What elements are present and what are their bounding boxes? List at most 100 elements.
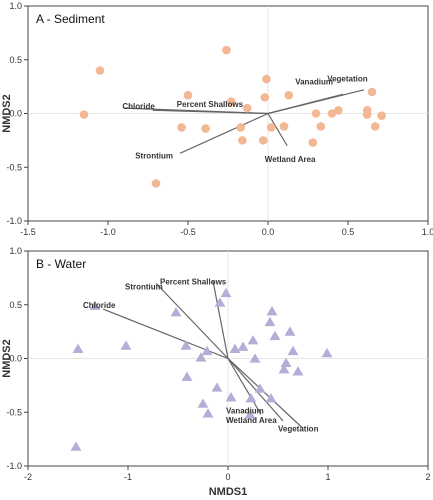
vector-wetland-area xyxy=(227,358,284,422)
vector-label-percent-shallows: Percent Shallows xyxy=(177,100,244,109)
vector-label-chloride: Chloride xyxy=(83,301,116,310)
data-point xyxy=(238,136,247,145)
y-tick-label: 1.0 xyxy=(9,246,22,256)
y-tick-label: 0.5 xyxy=(9,300,22,310)
data-point xyxy=(321,347,333,358)
data-point xyxy=(254,383,266,393)
vector-label-chloride: Chloride xyxy=(122,102,155,111)
panel-water-y-axis-label: NMDS2 xyxy=(1,339,13,378)
data-point xyxy=(197,398,209,408)
vector-label-vegetation: Vegetation xyxy=(327,74,368,83)
y-tick-label: 1.0 xyxy=(9,1,22,11)
data-point xyxy=(260,93,270,102)
vector-vegetation xyxy=(227,358,304,429)
vector-percent-shallows xyxy=(212,280,229,359)
data-point xyxy=(287,345,299,356)
data-point xyxy=(316,122,326,131)
vector-chloride xyxy=(123,107,269,115)
panel-water-y-ticks: -1.0 -0.5 0.0 0.5 1.0 xyxy=(6,246,28,471)
vector-label-wetland-area: Wetland Area xyxy=(265,155,316,164)
data-point xyxy=(220,287,232,298)
x-tick-label: 1.0 xyxy=(422,227,433,237)
data-point xyxy=(284,326,296,336)
data-point xyxy=(279,122,289,131)
data-point xyxy=(237,341,249,351)
vector-vanadium xyxy=(227,358,262,415)
vector-strontium xyxy=(179,112,269,154)
y-tick-label: 0.0 xyxy=(9,354,22,364)
data-point xyxy=(201,345,213,356)
data-point xyxy=(181,371,193,381)
data-point xyxy=(308,138,318,147)
data-point xyxy=(311,109,321,118)
vector-label-wetland-area: Wetland Area xyxy=(226,416,277,425)
data-point xyxy=(170,307,182,317)
data-point xyxy=(264,316,276,327)
data-point xyxy=(265,393,277,403)
panel-sediment-y-ticks: -1.0 -0.5 0.0 0.5 1.0 xyxy=(6,1,28,226)
y-tick-label: -1.0 xyxy=(6,461,22,471)
data-point xyxy=(266,306,278,316)
data-point xyxy=(262,74,271,84)
vector-label-vanadium: Vanadium xyxy=(226,406,264,415)
vector-label-strontium: Strontium xyxy=(135,152,173,161)
data-point xyxy=(292,366,304,376)
x-tick-label: 0 xyxy=(225,472,230,482)
data-point xyxy=(89,300,101,310)
panel-sediment-vectors xyxy=(123,89,365,154)
data-point xyxy=(183,90,193,100)
data-point xyxy=(242,103,252,113)
data-point xyxy=(244,409,256,419)
vector-label-strontium: Strontium xyxy=(125,283,163,292)
data-point xyxy=(201,124,210,133)
data-point xyxy=(278,364,290,374)
x-tick-label: 2 xyxy=(425,472,430,482)
vector-wetland-area xyxy=(267,113,288,147)
panel-water-points xyxy=(70,287,333,451)
y-tick-label: -0.5 xyxy=(6,407,22,417)
panel-water-x-ticks: -2 -1 0 1 2 xyxy=(24,466,431,482)
data-point xyxy=(245,393,257,403)
data-point xyxy=(195,352,207,362)
data-point xyxy=(362,110,372,119)
y-tick-label: 0.0 xyxy=(9,109,22,119)
data-point xyxy=(151,179,161,188)
x-tick-label: 0.0 xyxy=(262,227,275,237)
data-point xyxy=(177,123,186,132)
data-point xyxy=(72,343,84,353)
data-point xyxy=(79,110,89,119)
data-point xyxy=(180,340,192,350)
x-tick-label: 0.5 xyxy=(342,227,355,237)
vector-label-percent-shallows: Percent Shallows xyxy=(160,277,227,286)
panel-sediment-y-axis-label: NMDS2 xyxy=(1,94,13,133)
data-point xyxy=(211,382,223,392)
panel-sediment-title: A - Sediment xyxy=(36,12,105,26)
data-point xyxy=(70,441,82,451)
x-tick-label: -1 xyxy=(124,472,132,482)
data-point xyxy=(236,123,246,132)
x-tick-label: 1 xyxy=(325,472,330,482)
data-point xyxy=(280,357,292,367)
data-point xyxy=(247,335,259,345)
data-point xyxy=(95,66,105,75)
vector-strontium xyxy=(155,282,229,359)
x-tick-label: -0.5 xyxy=(180,227,196,237)
data-point xyxy=(226,97,236,106)
data-point xyxy=(266,123,276,132)
data-point xyxy=(258,136,268,145)
panel-water-title: B - Water xyxy=(36,257,86,271)
data-point xyxy=(222,45,231,55)
x-tick-label: -1.0 xyxy=(100,227,116,237)
data-point xyxy=(249,353,261,363)
data-point xyxy=(284,90,294,100)
panel-water-x-axis-label: NMDS1 xyxy=(209,486,248,498)
y-tick-label: -1.0 xyxy=(6,216,22,226)
panel-sediment-points xyxy=(79,45,386,188)
data-point xyxy=(327,109,337,118)
vector-vanadium xyxy=(267,93,344,115)
data-point xyxy=(367,87,377,97)
